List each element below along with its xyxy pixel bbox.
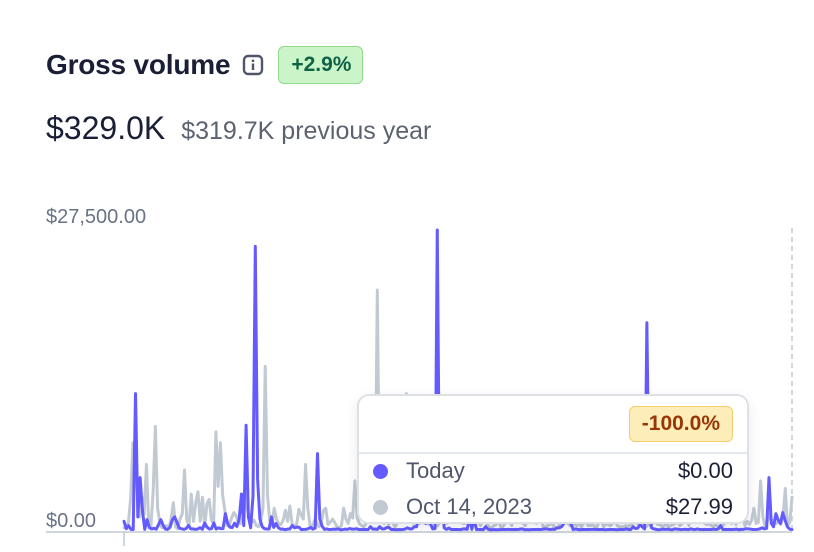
y-tick-label-max: $27,500.00 [46, 206, 146, 228]
tooltip-row-today: Today $0.00 [373, 458, 733, 484]
chart-title: Gross volume [46, 49, 231, 80]
tooltip-row-label: Oct 14, 2023 [406, 494, 532, 519]
previous-legend-dot [373, 499, 388, 515]
chart-header: Gross volume +2.9% [46, 46, 364, 84]
tooltip-change-badge: -100.0% [628, 406, 733, 442]
chart-tooltip: -100.0% Today $0.00 Oct 14, 2023 $27.99 [357, 394, 749, 524]
change-badge: +2.9% [278, 46, 364, 84]
tooltip-row-label: Today [406, 458, 465, 483]
tooltip-row-value: $0.00 [677, 458, 733, 483]
tooltip-row-value: $27.99 [665, 494, 733, 519]
tooltip-row-previous: Oct 14, 2023 $27.99 [373, 494, 733, 520]
previous-total: $319.7K previous year [181, 117, 432, 145]
current-total: $329.0K [46, 110, 166, 146]
info-icon[interactable] [242, 54, 264, 76]
tooltip-divider [359, 452, 747, 454]
gross-volume-chart[interactable]: $27,500.00 $0.00 [0, 180, 814, 552]
today-legend-dot [373, 463, 388, 479]
y-tick-label-min: $0.00 [46, 510, 96, 532]
series-line-current [122, 228, 794, 532]
totals-row: $329.0K $319.7K previous year [46, 110, 431, 147]
